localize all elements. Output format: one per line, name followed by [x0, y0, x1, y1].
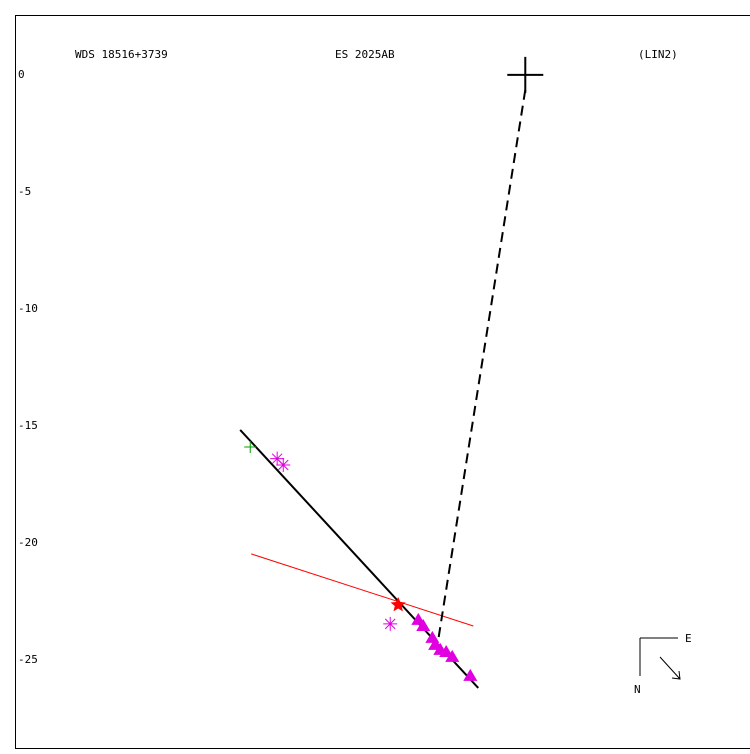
- label: WDS 18516+3739: [75, 48, 168, 61]
- compass-arrow: [660, 657, 680, 679]
- point: [383, 617, 397, 631]
- compass: [640, 638, 680, 679]
- point: [391, 597, 406, 611]
- point: [276, 458, 290, 472]
- y-tick-label: -10: [18, 302, 38, 315]
- point: [244, 441, 256, 453]
- compass-label: E: [685, 632, 692, 645]
- y-tick-label: -25: [18, 653, 38, 666]
- fit-line: [438, 90, 525, 640]
- compass-label: N: [634, 683, 641, 696]
- label: ES 2025AB: [335, 48, 395, 61]
- y-tick-label: -15: [18, 419, 38, 432]
- y-tick-label: 0: [18, 68, 25, 81]
- y-tick-label: -20: [18, 536, 38, 549]
- fit-line: [251, 554, 473, 626]
- point: [507, 57, 543, 93]
- label: (LIN2): [638, 48, 678, 61]
- y-tick-label: -5: [18, 185, 31, 198]
